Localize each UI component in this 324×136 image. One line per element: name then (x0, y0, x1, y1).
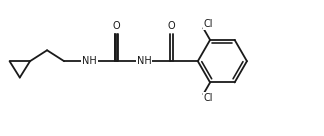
Text: NH: NH (136, 56, 151, 66)
Text: NH: NH (82, 56, 97, 66)
Text: Cl: Cl (204, 19, 213, 29)
Text: O: O (168, 21, 175, 31)
Text: Cl: Cl (204, 93, 213, 103)
Text: O: O (113, 21, 121, 31)
